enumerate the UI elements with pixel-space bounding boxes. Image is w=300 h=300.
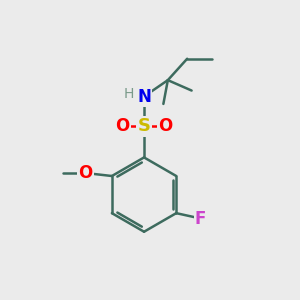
Text: S: S bbox=[138, 117, 151, 135]
Text: N: N bbox=[137, 88, 151, 106]
Text: H: H bbox=[123, 87, 134, 101]
Text: O: O bbox=[116, 117, 130, 135]
Text: O: O bbox=[79, 164, 93, 182]
Text: F: F bbox=[195, 209, 206, 227]
Text: O: O bbox=[158, 117, 172, 135]
